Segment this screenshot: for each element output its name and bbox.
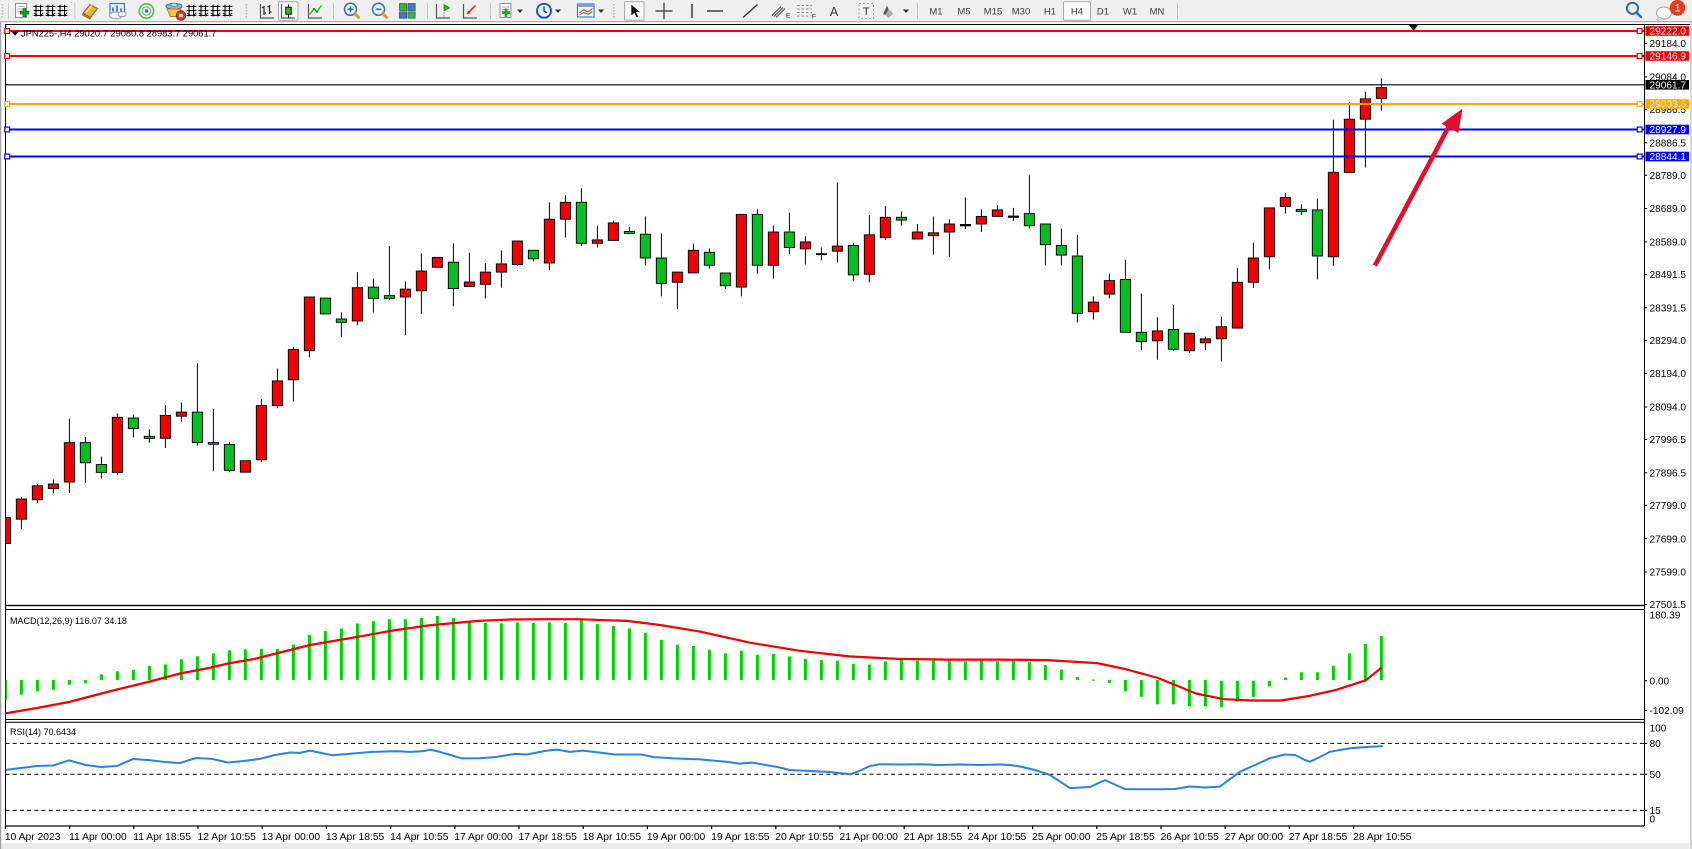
svg-text:13 Apr 00:00: 13 Apr 00:00: [262, 832, 321, 843]
svg-text:28844.1: 28844.1: [1650, 152, 1687, 163]
svg-text:14 Apr 10:55: 14 Apr 10:55: [390, 832, 449, 843]
svg-text:28789.0: 28789.0: [1650, 171, 1687, 182]
svg-text:27501.5: 27501.5: [1650, 600, 1687, 611]
svg-text:21 Apr 18:55: 21 Apr 18:55: [904, 832, 963, 843]
svg-text:D1: D1: [1097, 6, 1109, 17]
svg-text:17 Apr 00:00: 17 Apr 00:00: [454, 832, 513, 843]
svg-text:29146.9: 29146.9: [1650, 52, 1687, 63]
svg-text:MACD(12,26,9) 116.07 34.18: MACD(12,26,9) 116.07 34.18: [10, 616, 127, 626]
svg-text:M1: M1: [929, 6, 942, 17]
svg-text:E: E: [786, 13, 791, 20]
svg-text:28094.0: 28094.0: [1650, 403, 1687, 414]
svg-text:29084.0: 29084.0: [1650, 73, 1687, 84]
svg-text:H4: H4: [1071, 6, 1083, 17]
svg-text:A: A: [830, 5, 839, 19]
svg-text:24 Apr 10:55: 24 Apr 10:55: [968, 832, 1027, 843]
svg-text:JPN225-,H4 29020.7 29080.8 28: JPN225-,H4 29020.7 29080.8 28983.7 29061…: [21, 29, 216, 39]
svg-text:28927.9: 28927.9: [1650, 125, 1687, 136]
svg-text:10 Apr 2023: 10 Apr 2023: [5, 832, 61, 843]
svg-text:-102.09: -102.09: [1650, 706, 1685, 717]
svg-text:M15: M15: [984, 6, 1002, 17]
svg-text:27896.5: 27896.5: [1650, 468, 1687, 479]
svg-text:28294.0: 28294.0: [1650, 336, 1687, 347]
svg-text:15: 15: [1650, 806, 1662, 817]
svg-text:28391.5: 28391.5: [1650, 303, 1687, 314]
svg-text:11 Apr 18:55: 11 Apr 18:55: [133, 832, 191, 843]
svg-text:0: 0: [1650, 814, 1656, 825]
svg-text:28986.5: 28986.5: [1650, 105, 1687, 116]
svg-text:28194.0: 28194.0: [1650, 369, 1687, 380]
svg-text:27996.5: 27996.5: [1650, 435, 1687, 446]
svg-text:50: 50: [1650, 770, 1662, 781]
svg-text:12 Apr 10:55: 12 Apr 10:55: [198, 832, 257, 843]
svg-text:25 Apr 00:00: 25 Apr 00:00: [1032, 832, 1091, 843]
svg-text:W1: W1: [1123, 6, 1137, 17]
svg-text:29222.0: 29222.0: [1650, 27, 1687, 38]
svg-text:11 Apr 00:00: 11 Apr 00:00: [69, 832, 127, 843]
svg-text:27 Apr 18:55: 27 Apr 18:55: [1289, 832, 1348, 843]
svg-text:100: 100: [1650, 724, 1667, 735]
svg-text:13 Apr 18:55: 13 Apr 18:55: [326, 832, 385, 843]
svg-text:80: 80: [1650, 739, 1662, 750]
svg-text:21 Apr 00:00: 21 Apr 00:00: [840, 832, 899, 843]
svg-text:27 Apr 00:00: 27 Apr 00:00: [1225, 832, 1284, 843]
svg-text:28491.5: 28491.5: [1650, 270, 1687, 281]
svg-text:29003.6: 29003.6: [1650, 100, 1687, 111]
svg-text:T: T: [863, 6, 870, 18]
svg-text:F: F: [812, 14, 816, 21]
svg-text:26 Apr 10:55: 26 Apr 10:55: [1161, 832, 1220, 843]
svg-text:28689.0: 28689.0: [1650, 204, 1687, 215]
svg-text:27799.0: 27799.0: [1650, 501, 1687, 512]
svg-text:28 Apr 10:55: 28 Apr 10:55: [1353, 832, 1412, 843]
svg-text:19 Apr 18:55: 19 Apr 18:55: [711, 832, 770, 843]
svg-text:M30: M30: [1012, 6, 1030, 17]
svg-text:28886.5: 28886.5: [1650, 138, 1687, 149]
svg-text:20 Apr 10:55: 20 Apr 10:55: [775, 832, 834, 843]
svg-text:18 Apr 10:55: 18 Apr 10:55: [583, 832, 642, 843]
svg-text:19 Apr 00:00: 19 Apr 00:00: [647, 832, 706, 843]
svg-text:RSI(14) 70.6434: RSI(14) 70.6434: [10, 727, 76, 737]
svg-text:180.39: 180.39: [1650, 611, 1681, 622]
svg-text:0.00: 0.00: [1650, 676, 1670, 687]
svg-text:H1: H1: [1044, 6, 1056, 17]
svg-text:29061.7: 29061.7: [1650, 80, 1687, 91]
svg-text:27599.0: 27599.0: [1650, 568, 1687, 579]
svg-text:27699.0: 27699.0: [1650, 534, 1687, 545]
svg-text:17 Apr 18:55: 17 Apr 18:55: [519, 832, 578, 843]
svg-text:29184.0: 29184.0: [1650, 39, 1687, 50]
svg-text:28589.0: 28589.0: [1650, 238, 1687, 249]
svg-text:M5: M5: [957, 6, 970, 17]
svg-text:MN: MN: [1150, 6, 1165, 17]
svg-text:25 Apr 18:55: 25 Apr 18:55: [1096, 832, 1155, 843]
svg-text:1: 1: [1674, 3, 1680, 15]
